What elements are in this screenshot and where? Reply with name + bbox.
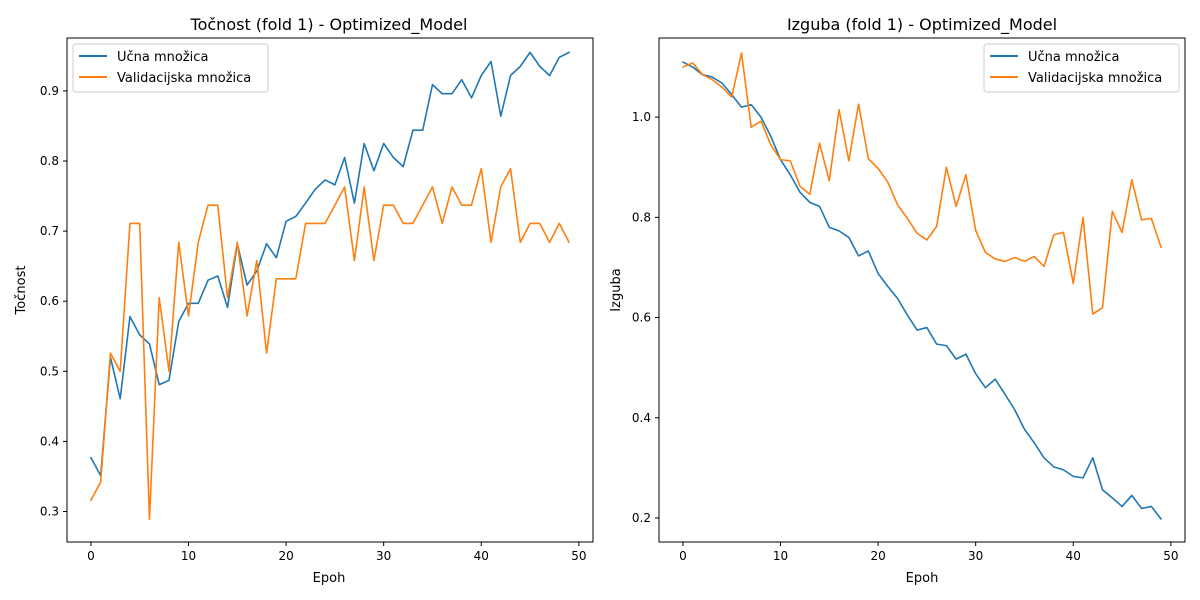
y-tick-label: 0.2 [632,511,651,525]
loss-chart-ylabel: Izguba [609,268,624,311]
legend-label-val: Validacijska množica [117,71,251,86]
y-tick-label: 0.7 [40,224,59,238]
x-tick-label: 30 [376,549,391,563]
series-line-train [682,61,1162,520]
accuracy-chart-ylabel: Točnost [14,266,29,316]
y-tick-label: 0.4 [40,434,59,448]
legend-label-val: Validacijska množica [1028,71,1162,86]
y-tick-label: 0.6 [632,311,651,325]
x-tick-label: 50 [571,549,586,563]
y-tick-label: 0.8 [632,210,651,224]
x-tick-label: 40 [1066,549,1081,563]
legend-box [983,43,1180,93]
x-tick-label: 40 [474,549,489,563]
loss-chart-lines [682,52,1162,520]
y-tick-label: 0.9 [40,84,59,98]
loss-chart-legend: Učna množica Validacijska množica [983,43,1180,93]
y-tick-label: 1.0 [632,110,651,124]
x-tick-label: 20 [870,549,885,563]
x-tick-label: 0 [87,549,95,563]
x-tick-label: 20 [278,549,293,563]
series-line-train [90,51,570,477]
legend-label-train: Učna množica [1028,50,1119,65]
y-tick-label: 0.5 [40,364,59,378]
y-tick-label: 0.6 [40,294,59,308]
accuracy-chart-frame [66,37,594,543]
accuracy-chart-title: Točnost (fold 1) - Optimized_Model [190,15,468,35]
x-tick-label: 0 [679,549,687,563]
accuracy-chart-xlabel: Epoh [313,571,346,586]
loss-chart-frame [658,37,1186,543]
accuracy-chart-legend: Učna množica Validacijska množica [72,43,269,93]
accuracy-chart: Točnost (fold 1) - Optimized_Model 0 10 20… [14,15,594,586]
x-tick-label: 30 [968,549,983,563]
loss-chart-ticks: 0 10 20 30 40 50 0.2 0.4 0.6 0.8 1.0 [632,110,1179,563]
loss-chart-xlabel: Epoh [906,571,939,586]
legend-label-train: Učna množica [117,50,208,65]
loss-chart: Izguba (fold 1) - Optimized_Model 0 10 20 3… [609,15,1186,586]
accuracy-chart-lines [90,51,570,521]
y-tick-label: 0.3 [40,505,59,519]
series-line-validation [682,52,1162,315]
x-tick-label: 10 [773,549,788,563]
y-tick-label: 0.4 [632,411,651,425]
loss-chart-title: Izguba (fold 1) - Optimized_Model [787,15,1057,35]
x-tick-label: 10 [181,549,196,563]
y-tick-label: 0.8 [40,154,59,168]
x-tick-label: 50 [1163,549,1178,563]
legend-box [72,43,269,93]
series-line-validation [90,167,570,521]
accuracy-chart-ticks: 0 10 20 30 40 50 0.3 0.4 0.5 0.6 0.7 0.8 0.9 [40,84,587,563]
